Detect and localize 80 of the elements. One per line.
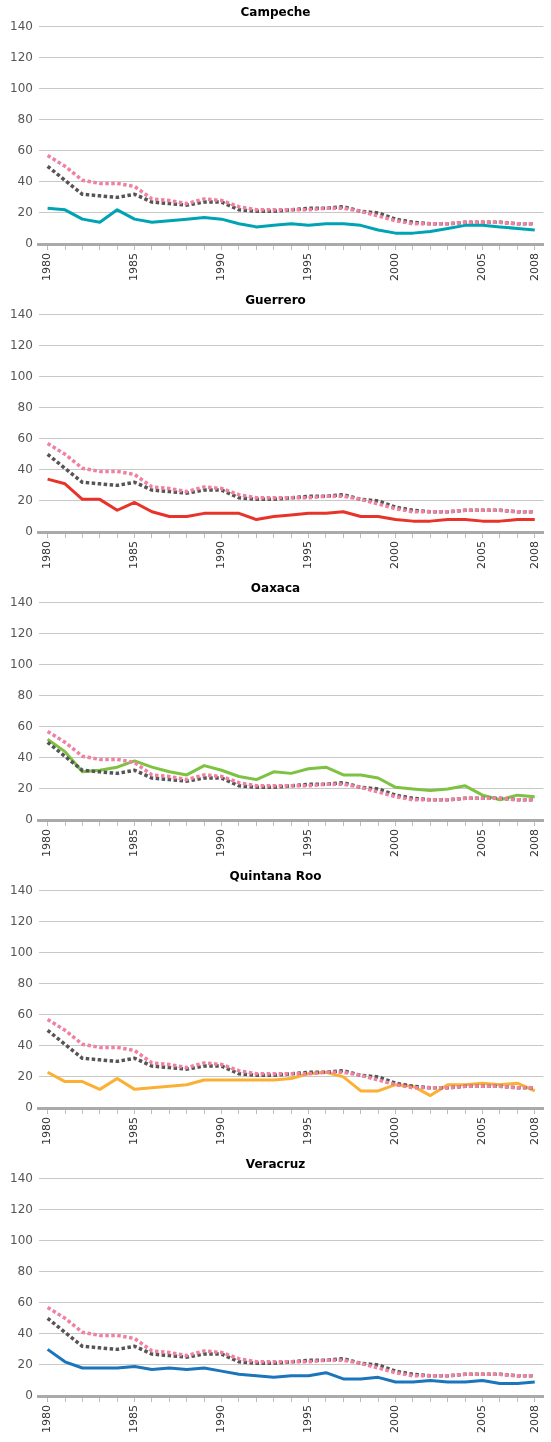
y-tick-label: 100: [10, 80, 33, 95]
y-tick-label: 60: [17, 142, 33, 157]
x-tick-label: 1990: [214, 253, 228, 282]
y-tick-label: 140: [10, 882, 33, 897]
y-tick-label: 0: [25, 812, 33, 827]
y-tick-label: 20: [17, 1357, 33, 1372]
y-tick-label: 120: [10, 1201, 33, 1216]
y-tick-label: 20: [17, 205, 33, 220]
y-tick-label: 60: [17, 430, 33, 445]
x-tick-label: 1995: [301, 1405, 315, 1434]
y-tick-label: 140: [10, 1170, 33, 1185]
x-tick-label: 2000: [388, 1117, 402, 1146]
x-tick-label: 1980: [40, 829, 54, 858]
x-tick-label: 1985: [127, 253, 141, 282]
y-tick-label: 100: [10, 1232, 33, 1247]
y-tick-label: 80: [17, 399, 33, 414]
y-tick-label: 140: [10, 18, 33, 33]
x-tick-label: 1985: [127, 541, 141, 570]
x-tick-label: 1980: [40, 253, 54, 282]
x-tick-label: 1985: [127, 1405, 141, 1434]
x-tick-label: 2005: [475, 1117, 489, 1146]
x-tick-label: 1980: [40, 1405, 54, 1434]
y-tick-label: 40: [17, 461, 33, 476]
y-tick-label: 0: [25, 524, 33, 539]
y-tick-label: 0: [25, 1388, 33, 1403]
y-tick-label: 60: [17, 1294, 33, 1309]
x-tick-label: 1995: [301, 253, 315, 282]
x-tick-label: 2000: [388, 829, 402, 858]
x-tick-label: 2008: [527, 1405, 541, 1434]
y-tick-label: 100: [10, 368, 33, 383]
y-tick-label: 40: [17, 1037, 33, 1052]
x-tick-label: 1995: [301, 1117, 315, 1146]
y-tick-label: 60: [17, 718, 33, 733]
y-tick-label: 0: [25, 1100, 33, 1115]
x-tick-label: 1995: [301, 541, 315, 570]
y-tick-label: 20: [17, 493, 33, 508]
x-tick-label: 1990: [214, 829, 228, 858]
x-tick-label: 2005: [475, 1405, 489, 1434]
y-tick-label: 120: [10, 625, 33, 640]
y-tick-label: 140: [10, 306, 33, 321]
chart-title: Guerrero: [245, 293, 306, 308]
y-tick-label: 120: [10, 913, 33, 928]
y-tick-label: 120: [10, 49, 33, 64]
x-tick-label: 2008: [527, 829, 541, 858]
x-tick-label: 1980: [40, 1117, 54, 1146]
x-tick-label: 1985: [127, 829, 141, 858]
x-tick-label: 2005: [475, 253, 489, 282]
x-tick-label: 2008: [527, 541, 541, 570]
y-tick-label: 100: [10, 944, 33, 959]
x-tick-label: 2005: [475, 541, 489, 570]
x-tick-label: 2000: [388, 253, 402, 282]
y-tick-label: 40: [17, 749, 33, 764]
y-tick-label: 40: [17, 1325, 33, 1340]
y-tick-label: 60: [17, 1006, 33, 1021]
y-tick-label: 80: [17, 1263, 33, 1278]
chart-title: Quintana Roo: [229, 869, 322, 884]
y-tick-label: 120: [10, 337, 33, 352]
chart-title: Campeche: [240, 5, 311, 20]
y-tick-label: 0: [25, 236, 33, 251]
y-tick-label: 20: [17, 1069, 33, 1084]
x-tick-label: 2008: [527, 253, 541, 282]
x-tick-label: 2005: [475, 829, 489, 858]
x-tick-label: 2000: [388, 541, 402, 570]
y-tick-label: 80: [17, 111, 33, 126]
y-tick-label: 80: [17, 975, 33, 990]
y-tick-label: 80: [17, 687, 33, 702]
x-tick-label: 1990: [214, 1117, 228, 1146]
x-tick-label: 2008: [527, 1117, 541, 1146]
x-tick-label: 1990: [214, 541, 228, 570]
y-tick-label: 40: [17, 173, 33, 188]
chart-title: Veracruz: [245, 1157, 306, 1172]
y-tick-label: 20: [17, 781, 33, 796]
x-tick-label: 1980: [40, 541, 54, 570]
x-tick-label: 1990: [214, 1405, 228, 1434]
x-tick-label: 1985: [127, 1117, 141, 1146]
x-tick-label: 2000: [388, 1405, 402, 1434]
x-tick-label: 1995: [301, 829, 315, 858]
y-tick-label: 140: [10, 594, 33, 609]
chart-title: Oaxaca: [250, 581, 301, 596]
y-tick-label: 100: [10, 656, 33, 671]
